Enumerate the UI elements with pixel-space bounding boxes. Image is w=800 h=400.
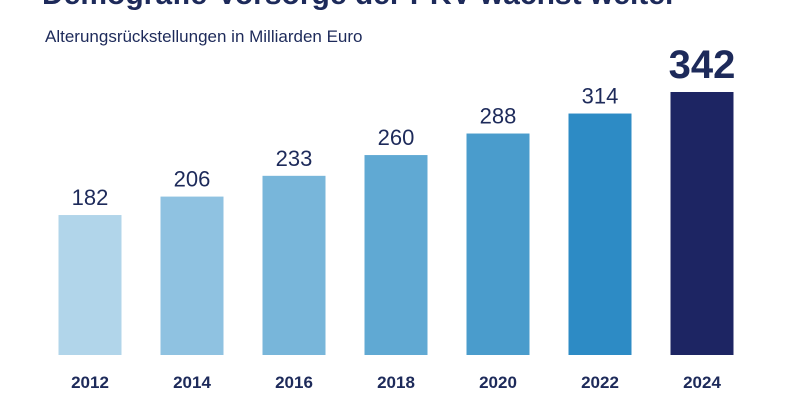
x-tick-label: 2022 xyxy=(581,373,619,392)
x-tick-label: 2020 xyxy=(479,373,517,392)
value-label: 314 xyxy=(582,84,619,109)
value-label: 342 xyxy=(669,43,736,87)
x-tick-label: 2024 xyxy=(683,373,721,392)
value-label: 182 xyxy=(72,185,109,210)
bar xyxy=(160,196,224,355)
bar xyxy=(466,133,530,355)
chart-subtitle: Alterungsrückstellungen in Milliarden Eu… xyxy=(45,27,363,46)
value-label: 233 xyxy=(276,146,313,171)
bar xyxy=(262,175,326,355)
x-tick-label: 2014 xyxy=(173,373,211,392)
bar xyxy=(568,113,632,355)
bar xyxy=(58,215,122,355)
bar xyxy=(670,92,734,355)
value-label: 260 xyxy=(378,125,415,150)
bar xyxy=(364,155,428,355)
x-tick-label: 2012 xyxy=(71,373,109,392)
value-label: 206 xyxy=(174,167,211,192)
chart-title: Demografie-Vorsorge der PKV wächst weite… xyxy=(42,0,677,11)
value-label: 288 xyxy=(480,104,517,129)
x-tick-label: 2016 xyxy=(275,373,313,392)
x-tick-label: 2018 xyxy=(377,373,415,392)
